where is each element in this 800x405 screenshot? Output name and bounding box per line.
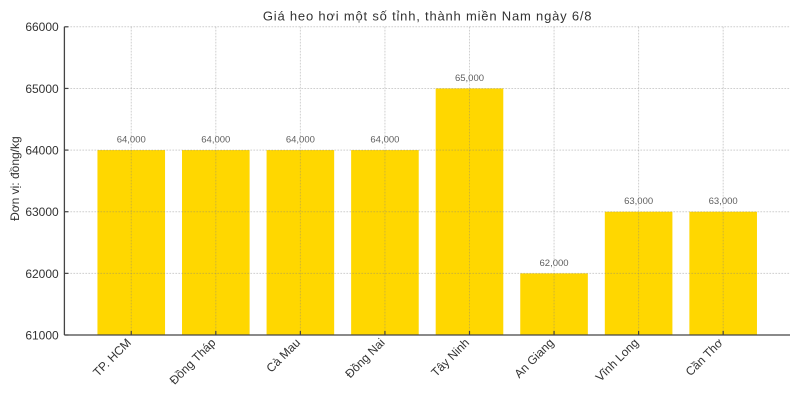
svg-text:65000: 65000 (25, 82, 59, 96)
svg-text:64,000: 64,000 (286, 135, 315, 146)
svg-text:65,000: 65,000 (455, 73, 484, 84)
svg-text:66000: 66000 (25, 20, 59, 34)
svg-text:64000: 64000 (25, 143, 59, 157)
svg-text:Đơn vị: đồng/kg: Đơn vị: đồng/kg (8, 136, 22, 221)
svg-text:62,000: 62,000 (540, 258, 569, 269)
svg-text:64,000: 64,000 (201, 135, 230, 146)
svg-text:63,000: 63,000 (709, 196, 738, 207)
svg-text:63000: 63000 (25, 205, 59, 219)
svg-text:61000: 61000 (25, 328, 59, 342)
svg-text:63,000: 63,000 (624, 196, 653, 207)
svg-text:62000: 62000 (25, 267, 59, 281)
svg-text:64,000: 64,000 (117, 135, 146, 146)
svg-text:Giá heo hơi một số tỉnh, thành: Giá heo hơi một số tỉnh, thành miền Nam … (263, 9, 592, 24)
svg-text:64,000: 64,000 (370, 135, 399, 146)
